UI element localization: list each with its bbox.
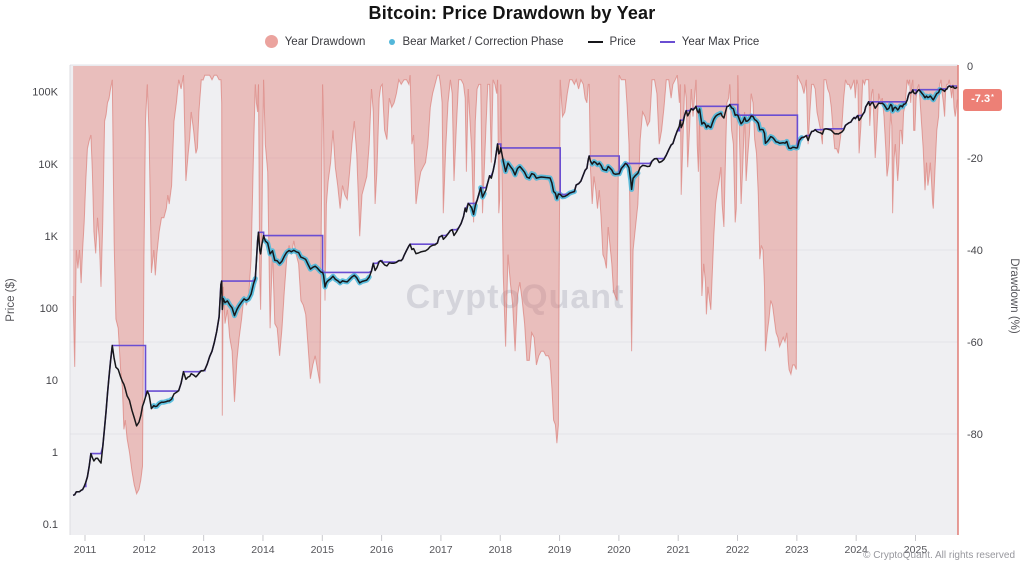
legend-item-bear-market[interactable]: Bear Market / Correction Phase — [389, 35, 564, 48]
x-tick-label: 2023 — [785, 544, 809, 556]
x-tick-label: 2014 — [251, 544, 275, 556]
page-title: Bitcoin: Price Drawdown by Year — [368, 3, 656, 23]
legend-item-year-max-price[interactable]: Year Max Price — [659, 35, 760, 48]
y-left-tick-label: 10K — [38, 159, 58, 171]
price-line — [72, 85, 958, 497]
y-right-tick-label: -80 — [967, 429, 983, 441]
x-tick-label: 2016 — [370, 544, 394, 556]
y-left-tick-label: 100K — [32, 87, 58, 99]
bear-market-swatch-icon — [389, 38, 396, 45]
x-tick-label: 2022 — [726, 544, 750, 556]
legend-label: Price — [609, 35, 636, 48]
y-axis-title-price: Price ($) — [5, 278, 17, 322]
y-left-tick-label: 10 — [46, 375, 58, 387]
year-drawdown-swatch-icon — [264, 35, 278, 48]
y-right-tick-label: -60 — [967, 337, 983, 349]
x-tick-label: 2015 — [311, 544, 335, 556]
legend-label: Bear Market / Correction Phase — [402, 35, 564, 48]
current-drawdown-value: -7.3 — [971, 93, 991, 106]
year-max-swatch-icon — [659, 40, 675, 43]
footnote-marker: * — [991, 94, 994, 102]
x-tick-label: 2020 — [607, 544, 631, 556]
legend-label: Year Max Price — [681, 35, 760, 48]
x-tick-label: 2012 — [133, 544, 157, 556]
y-axis-title-drawdown: Drawdown (%) — [1008, 258, 1020, 334]
year-drawdown-edge — [72, 74, 958, 496]
x-tick-label: 2024 — [844, 544, 868, 556]
legend-label: Year Drawdown — [284, 35, 366, 48]
y-left-tick-label: 100 — [40, 303, 58, 315]
y-left-tick-label: 1 — [52, 447, 58, 459]
legend-item-price[interactable]: Price — [587, 35, 636, 48]
watermark: CryptoQuant — [406, 278, 625, 316]
x-tick-label: 2021 — [667, 544, 691, 556]
x-tick-label: 2018 — [489, 544, 513, 556]
y-right-tick-label: -20 — [967, 153, 983, 165]
x-tick-label: 2011 — [74, 544, 97, 556]
x-tick-label: 2025 — [904, 544, 928, 556]
x-tick-label: 2013 — [192, 544, 216, 556]
y-left-tick-label: 0.1 — [43, 519, 58, 531]
legend: Year Drawdown Bear Market / Correction P… — [0, 35, 1024, 48]
x-tick-label: 2017 — [429, 544, 453, 556]
x-tick-label: 2019 — [548, 544, 572, 556]
current-drawdown-badge: -7.3 * — [963, 88, 1002, 111]
legend-item-year-drawdown[interactable]: Year Drawdown — [264, 35, 366, 48]
y-right-tick-label: 0 — [967, 61, 973, 73]
y-right-tick-label: -40 — [967, 245, 983, 257]
copyright-text: © CryptoQuant. All rights reserved — [863, 550, 1015, 561]
price-swatch-icon — [587, 40, 603, 43]
y-left-tick-label: 1K — [45, 231, 59, 243]
